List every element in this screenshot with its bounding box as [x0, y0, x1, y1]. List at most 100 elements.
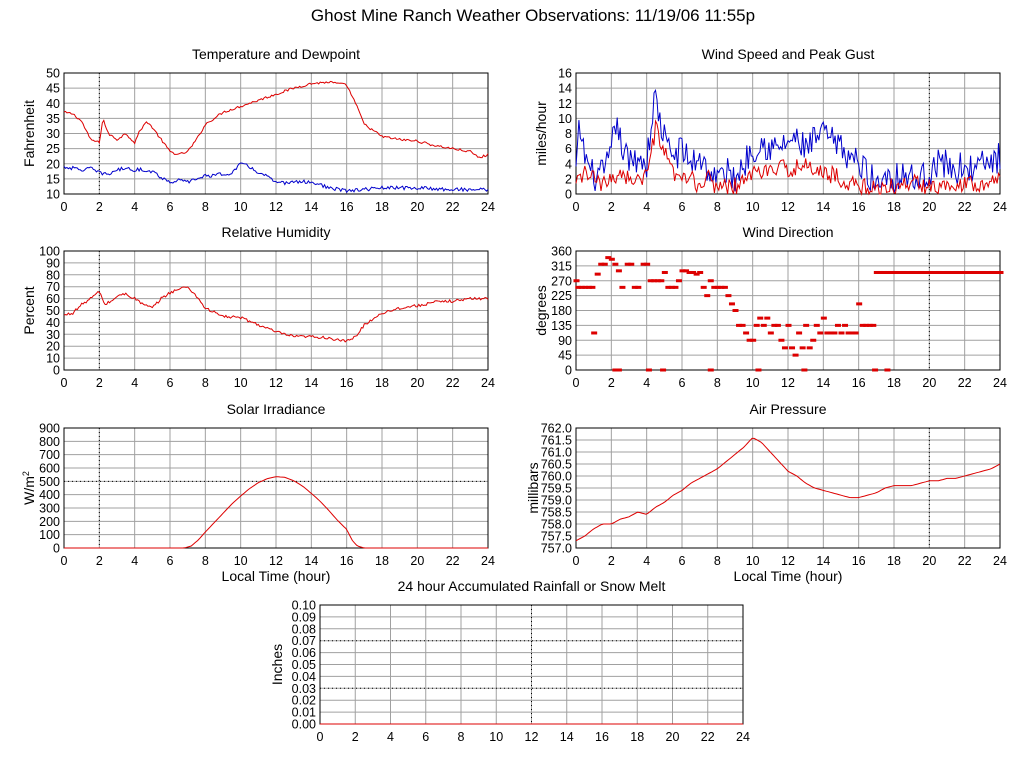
x-tick-label: 8: [202, 200, 209, 214]
direction-point: [591, 331, 598, 335]
x-tick-label: 2: [608, 554, 615, 568]
direction-point: [866, 323, 873, 327]
y-tick-label: 315: [551, 259, 572, 273]
y-tick-label: 45: [46, 82, 60, 96]
direction-point: [997, 270, 1004, 274]
direction-point: [693, 272, 700, 276]
x-tick-label: 6: [679, 554, 686, 568]
y-tick-label: 60: [46, 292, 60, 306]
y-tick-label: 758.5: [541, 506, 572, 520]
y-tick-label: 0: [565, 364, 572, 378]
y-tick-label: 135: [551, 319, 572, 333]
pressure-y-axis-label: millibars: [525, 462, 541, 513]
direction-point: [672, 285, 679, 289]
x-tick-label: 6: [167, 200, 174, 214]
y-tick-label: 16: [558, 67, 572, 81]
x-tick-label: 10: [746, 554, 760, 568]
y-tick-label: 225: [551, 289, 572, 303]
x-tick-label: 4: [387, 730, 394, 744]
direction-point: [750, 338, 757, 342]
x-tick-label: 12: [781, 200, 795, 214]
x-tick-label: 4: [643, 376, 650, 390]
direction-point: [608, 257, 615, 261]
direction-point: [820, 316, 827, 320]
y-tick-label: 0.08: [292, 622, 316, 636]
direction-point: [767, 331, 774, 335]
pressure-plot-frame: [575, 427, 1001, 549]
x-tick-label: 10: [489, 730, 503, 744]
y-tick-label: 759.0: [541, 494, 572, 508]
x-tick-label: 24: [481, 200, 495, 214]
y-tick-label: 200: [39, 515, 60, 529]
direction-point: [863, 323, 870, 327]
x-tick-label: 20: [666, 730, 680, 744]
y-tick-label: 90: [46, 256, 60, 270]
direction-point: [704, 294, 711, 298]
direction-point: [806, 346, 813, 350]
direction-point: [645, 368, 652, 372]
direction-point: [781, 346, 788, 350]
y-tick-label: 761.0: [541, 446, 572, 460]
x-tick-label: 20: [410, 376, 424, 390]
x-tick-label: 18: [887, 200, 901, 214]
direction-point: [686, 270, 693, 274]
x-tick-label: 0: [573, 200, 580, 214]
x-tick-label: 22: [446, 200, 460, 214]
direction-point: [615, 269, 622, 273]
y-tick-label: 0.10: [292, 599, 316, 613]
direction-point: [668, 285, 675, 289]
direction-point: [810, 338, 817, 342]
y-tick-label: 759.5: [541, 482, 572, 496]
direction-point: [661, 270, 668, 274]
x-tick-label: 12: [269, 200, 283, 214]
solar-y-axis-label: W/m2: [21, 471, 37, 505]
y-tick-label: 100: [39, 528, 60, 542]
direction-point: [651, 279, 658, 283]
x-tick-label: 8: [202, 554, 209, 568]
temperature-chart: Temperature and Dewpoint1015202530354045…: [21, 46, 495, 214]
solar-plot-frame: [63, 427, 489, 549]
direction-point: [743, 331, 750, 335]
direction-point: [778, 338, 785, 342]
direction-point: [803, 323, 810, 327]
y-tick-label: 100: [39, 245, 60, 259]
y-tick-label: 800: [39, 435, 60, 449]
y-tick-label: 45: [558, 349, 572, 363]
direction-point: [612, 368, 619, 372]
direction-point: [774, 323, 781, 327]
y-tick-label: 35: [46, 112, 60, 126]
y-tick-label: 20: [46, 157, 60, 171]
direction-point: [582, 285, 589, 289]
direction-point: [728, 302, 735, 306]
x-tick-label: 10: [234, 376, 248, 390]
direction-point: [817, 331, 824, 335]
y-tick-label: 0: [53, 364, 60, 378]
x-tick-label: 16: [340, 554, 354, 568]
x-tick-label: 22: [958, 554, 972, 568]
direction-point: [589, 285, 596, 289]
y-tick-label: 900: [39, 422, 60, 436]
y-tick-label: 760.0: [541, 470, 572, 484]
direction-point: [598, 262, 605, 266]
x-tick-label: 22: [701, 730, 715, 744]
x-tick-label: 22: [958, 376, 972, 390]
wind-speed-y-axis-label: miles/hour: [533, 101, 549, 166]
direction-point: [799, 346, 806, 350]
direction-point: [601, 262, 608, 266]
rainfall-y-axis-label: Inches: [269, 644, 285, 685]
x-tick-label: 18: [887, 554, 901, 568]
pressure-title: Air Pressure: [749, 401, 826, 417]
y-tick-label: 757.5: [541, 530, 572, 544]
y-tick-label: 20: [46, 340, 60, 354]
direction-point: [624, 262, 631, 266]
direction-point: [683, 269, 690, 273]
y-tick-label: 70: [46, 280, 60, 294]
x-tick-label: 24: [993, 376, 1007, 390]
y-tick-label: 0.02: [292, 694, 316, 708]
direction-point: [675, 279, 682, 283]
x-tick-label: 12: [269, 554, 283, 568]
humidity-y-axis-label: Percent: [21, 286, 37, 334]
y-tick-label: 4: [565, 157, 572, 171]
